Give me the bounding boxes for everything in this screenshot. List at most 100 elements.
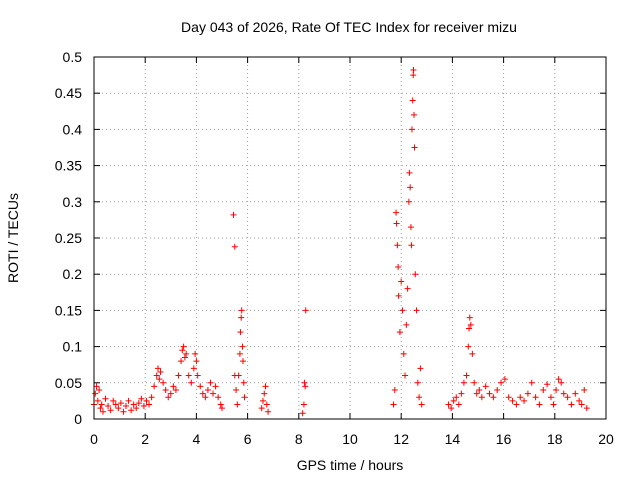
data-point bbox=[194, 372, 201, 379]
data-point bbox=[179, 347, 186, 354]
data-point bbox=[231, 243, 238, 250]
data-point bbox=[395, 263, 402, 270]
data-point bbox=[185, 372, 192, 379]
data-point bbox=[547, 394, 554, 401]
data-point bbox=[410, 72, 417, 79]
data-point bbox=[97, 405, 104, 412]
data-point bbox=[230, 211, 237, 218]
data-point bbox=[259, 397, 266, 404]
data-point bbox=[181, 354, 188, 361]
data-point bbox=[414, 379, 421, 386]
data-point bbox=[96, 387, 103, 394]
data-point bbox=[540, 387, 547, 394]
data-point bbox=[167, 390, 174, 397]
data-point bbox=[553, 387, 560, 394]
data-point bbox=[572, 390, 579, 397]
data-point bbox=[555, 376, 562, 383]
data-point bbox=[455, 401, 462, 408]
chart-title: Day 043 of 2026, Rate Of TEC Index for r… bbox=[181, 19, 517, 35]
data-point bbox=[412, 271, 419, 278]
data-point bbox=[469, 350, 476, 357]
data-point bbox=[94, 397, 101, 404]
data-point bbox=[215, 394, 222, 401]
y-tick-label: 0.4 bbox=[63, 121, 83, 137]
data-point bbox=[453, 394, 460, 401]
data-point bbox=[406, 169, 413, 176]
data-point bbox=[135, 400, 142, 407]
data-point bbox=[160, 379, 167, 386]
data-point bbox=[92, 390, 99, 397]
data-point bbox=[299, 410, 306, 417]
data-point bbox=[102, 395, 109, 402]
data-point bbox=[110, 397, 117, 404]
data-point bbox=[394, 242, 401, 249]
x-tick-label: 2 bbox=[141, 431, 149, 447]
data-point bbox=[93, 383, 100, 390]
data-point bbox=[263, 401, 270, 408]
data-point bbox=[300, 401, 307, 408]
data-point bbox=[143, 397, 150, 404]
data-point bbox=[460, 379, 467, 386]
data-point bbox=[235, 372, 242, 379]
data-point bbox=[466, 314, 473, 321]
data-point bbox=[467, 321, 474, 328]
data-point bbox=[550, 401, 557, 408]
data-point bbox=[156, 376, 163, 383]
data-point bbox=[238, 314, 245, 321]
x-tick-label: 8 bbox=[295, 431, 303, 447]
data-point bbox=[409, 97, 416, 104]
x-tick-label: 4 bbox=[193, 431, 201, 447]
y-tick-label: 0.5 bbox=[63, 49, 83, 65]
data-point bbox=[239, 358, 246, 365]
data-point bbox=[393, 209, 400, 216]
data-point bbox=[302, 307, 309, 314]
data-point bbox=[233, 387, 240, 394]
data-point bbox=[568, 401, 575, 408]
data-point bbox=[140, 402, 147, 409]
data-point bbox=[238, 307, 245, 314]
data-point bbox=[417, 365, 424, 372]
data-point bbox=[402, 372, 409, 379]
data-point bbox=[197, 383, 204, 390]
data-point bbox=[486, 390, 493, 397]
data-point bbox=[212, 383, 219, 390]
data-point bbox=[560, 390, 567, 397]
x-tick-label: 20 bbox=[598, 431, 614, 447]
data-point bbox=[513, 401, 520, 408]
data-point bbox=[236, 350, 243, 357]
data-point bbox=[528, 379, 535, 386]
data-point bbox=[536, 401, 543, 408]
data-point bbox=[411, 111, 417, 118]
data-point bbox=[578, 401, 585, 408]
data-point bbox=[239, 343, 246, 350]
data-point bbox=[576, 397, 583, 404]
x-tick-label: 0 bbox=[90, 431, 98, 447]
data-point bbox=[396, 329, 403, 336]
data-point bbox=[505, 394, 512, 401]
data-point bbox=[532, 394, 539, 401]
data-point bbox=[241, 394, 248, 401]
data-point bbox=[393, 220, 400, 227]
data-point bbox=[482, 383, 489, 390]
data-point bbox=[411, 144, 418, 151]
data-point bbox=[115, 405, 122, 412]
data-point bbox=[107, 407, 114, 414]
data-point bbox=[151, 383, 158, 390]
data-point bbox=[391, 387, 398, 394]
y-tick-label: 0.25 bbox=[55, 230, 82, 246]
data-point bbox=[202, 394, 209, 401]
data-point bbox=[408, 242, 415, 249]
data-point bbox=[583, 405, 590, 412]
y-tick-label: 0.35 bbox=[55, 158, 82, 174]
data-point bbox=[413, 307, 420, 314]
data-point bbox=[400, 350, 407, 357]
data-point bbox=[390, 401, 397, 408]
data-point bbox=[476, 387, 483, 394]
data-point bbox=[466, 325, 473, 332]
data-point bbox=[416, 394, 423, 401]
data-point bbox=[199, 390, 206, 397]
data-point bbox=[407, 224, 414, 231]
grid bbox=[93, 56, 607, 420]
data-point bbox=[403, 321, 410, 328]
